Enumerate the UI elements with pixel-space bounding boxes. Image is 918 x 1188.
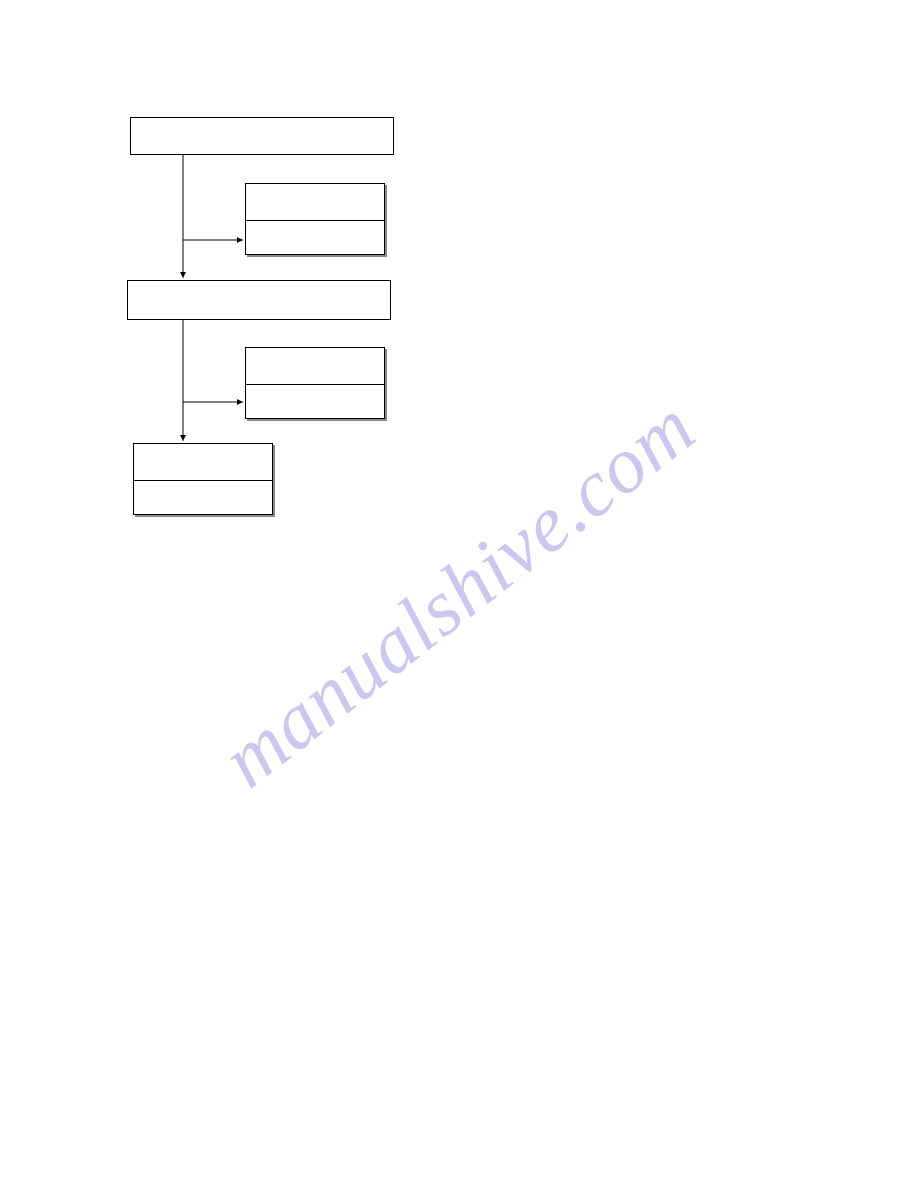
node-divider	[134, 480, 272, 481]
flowchart-node-split	[133, 443, 273, 515]
flowchart-node-split	[245, 183, 385, 255]
flowchart-edges	[0, 0, 918, 1188]
watermark-text: manualshive.com	[205, 382, 712, 806]
node-divider	[246, 220, 384, 221]
node-divider	[246, 384, 384, 385]
flowchart-node-split	[245, 347, 385, 419]
flowchart-node-wide	[127, 280, 391, 320]
flowchart-node-wide	[130, 117, 394, 155]
